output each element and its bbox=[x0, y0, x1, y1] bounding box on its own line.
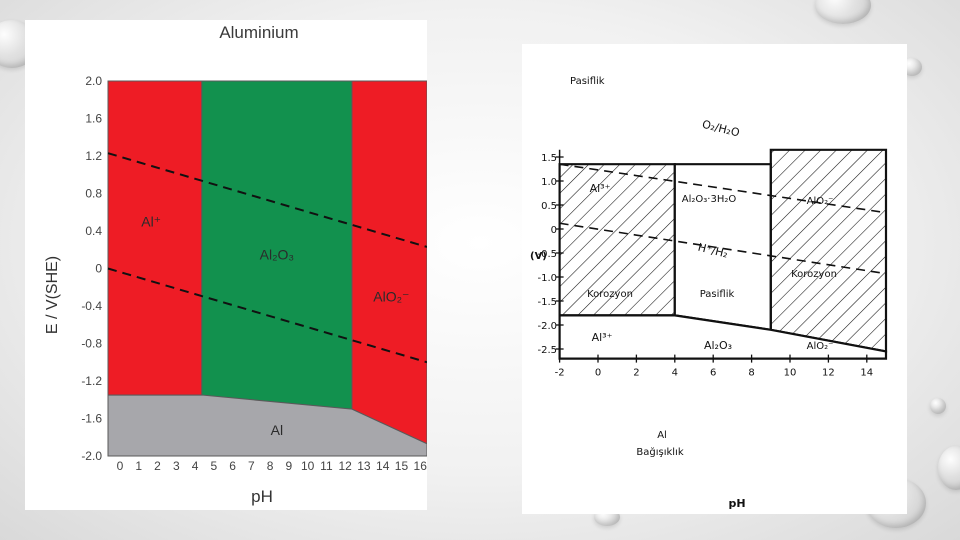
y-tick-label: 1.0 bbox=[541, 177, 557, 188]
x-tick-label: 16 bbox=[414, 459, 427, 473]
diagram-label-immunity: Bağışıklık bbox=[636, 446, 683, 458]
aluminium-corrosion-diagram: 1.5 1.0 0.5 0 -0.5 -1.0 -1.5 -2.0 -2.5 -2 0 2 4 6 8 10… bbox=[530, 76, 888, 510]
x-tick-label: 2 bbox=[154, 459, 161, 473]
x-tick-label: 13 bbox=[357, 459, 371, 473]
x-tick-label: 9 bbox=[286, 459, 293, 473]
region-2 bbox=[351, 80, 428, 445]
aluminium-pourbaix-panel: Aluminium Al⁺ Al₂O₃ AlO₂⁻ Al 2.0 1.6 1.2 0.8 0.… bbox=[25, 20, 428, 510]
water-droplet-decoration bbox=[815, 0, 871, 24]
y-tick-label: -0.8 bbox=[81, 337, 102, 351]
x-tick-label: 10 bbox=[301, 459, 315, 473]
x-tick-label: 1 bbox=[135, 459, 142, 473]
region-label: Al bbox=[271, 422, 283, 438]
corrosion-region bbox=[769, 148, 888, 353]
y-tick-label: 0.5 bbox=[541, 201, 557, 212]
diagram-label-al3-upper: Al³⁺ bbox=[590, 182, 611, 195]
y-tick-label: -2.0 bbox=[537, 321, 557, 332]
x-tick-label: 10 bbox=[784, 368, 797, 379]
x-tick-label: 4 bbox=[672, 368, 678, 379]
y-tick-label: -1.5 bbox=[537, 297, 557, 308]
x-tick-label: 12 bbox=[338, 459, 352, 473]
x-tick-label: -2 bbox=[555, 368, 565, 379]
y-axis-label: E / V(SHE) bbox=[44, 256, 61, 334]
x-tick-label: 0 bbox=[595, 368, 601, 379]
x-tick-label: 0 bbox=[117, 459, 124, 473]
x-tick-label: 5 bbox=[210, 459, 217, 473]
x-axis-label: pH bbox=[728, 497, 745, 510]
region-label: Al⁺ bbox=[141, 214, 161, 230]
x-tick-label: 3 bbox=[173, 459, 180, 473]
x-tick-label: 15 bbox=[395, 459, 409, 473]
y-tick-label: 2.0 bbox=[85, 74, 102, 88]
x-tick-label: 8 bbox=[748, 368, 754, 379]
diagram-label-pasiflik-mid: Pasiflik bbox=[700, 289, 735, 300]
x-tick-label: 14 bbox=[860, 368, 873, 379]
chart-title: Aluminium bbox=[219, 23, 298, 42]
water-stability-line-0 bbox=[107, 152, 428, 248]
diagram-label-o2-line: O₂/H₂O bbox=[701, 118, 741, 140]
y-tick-label: 1.2 bbox=[85, 149, 102, 163]
y-tick-label: -1.0 bbox=[537, 273, 557, 284]
diagram-label-top: Pasiflik bbox=[570, 76, 605, 87]
diagram-label-al3-lower: Al³⁺ bbox=[592, 331, 613, 344]
water-stability-line-0 bbox=[559, 163, 887, 214]
x-tick-label: 7 bbox=[248, 459, 255, 473]
diagram-label-korozyon-left: Korozyon bbox=[587, 289, 633, 300]
y-tick-label: -1.6 bbox=[81, 412, 102, 426]
region-label: AlO₂⁻ bbox=[373, 289, 409, 305]
y-tick-label: -1.2 bbox=[81, 374, 102, 388]
y-tick-label: 0.4 bbox=[85, 224, 102, 238]
region-0 bbox=[107, 80, 203, 396]
y-tick-label: -2.0 bbox=[81, 449, 102, 463]
x-tick-label: 8 bbox=[267, 459, 274, 473]
water-droplet-decoration bbox=[938, 446, 960, 490]
y-tick-label: 0.8 bbox=[85, 187, 102, 201]
aluminium-corrosion-diagram-panel: 1.5 1.0 0.5 0 -0.5 -1.0 -1.5 -2.0 -2.5 -2 0 2 4 6 8 10… bbox=[522, 44, 907, 514]
y-tick-label: -0.4 bbox=[81, 299, 102, 313]
region-label: Al₂O₃ bbox=[260, 246, 294, 262]
y-tick-label: 1.5 bbox=[541, 153, 557, 164]
x-axis-label: pH bbox=[251, 487, 273, 506]
water-droplet-decoration bbox=[902, 58, 922, 76]
aluminium-pourbaix-chart: Aluminium Al⁺ Al₂O₃ AlO₂⁻ Al 2.0 1.6 1.2 0.8 0.… bbox=[44, 23, 428, 506]
x-tick-label: 11 bbox=[320, 459, 333, 473]
y-tick-label: 0 bbox=[95, 262, 102, 276]
y-axis-label: (V) bbox=[530, 251, 547, 262]
diagram-label-hydrate: Al₂O₃·3H₂O bbox=[682, 194, 737, 205]
x-tick-label: 14 bbox=[376, 459, 390, 473]
diagram-label-alo2-upper: AlO₂⁻ bbox=[807, 196, 834, 207]
y-tick-label: 1.6 bbox=[85, 112, 102, 126]
region-1 bbox=[201, 80, 353, 410]
diagram-label-korozyon-right: Korozyon bbox=[791, 269, 837, 280]
water-droplet-decoration bbox=[930, 398, 946, 414]
x-tick-label: 6 bbox=[710, 368, 716, 379]
diagram-label-alo2-lower: AlO₂⁻ bbox=[807, 341, 834, 352]
y-tick-label: -0.5 bbox=[537, 249, 557, 260]
water-stability-line-1 bbox=[107, 267, 428, 364]
diagram-label-al: Al bbox=[657, 430, 667, 441]
x-tick-label: 4 bbox=[192, 459, 199, 473]
x-tick-label: 6 bbox=[229, 459, 236, 473]
x-tick-label: 2 bbox=[633, 368, 639, 379]
x-tick-label: 12 bbox=[822, 368, 835, 379]
water-stability-line-1 bbox=[559, 222, 887, 275]
y-tick-label: 0 bbox=[551, 225, 557, 236]
y-tick-label: -2.5 bbox=[537, 345, 557, 356]
diagram-label-oxide: Al₂O₃ bbox=[704, 339, 732, 352]
